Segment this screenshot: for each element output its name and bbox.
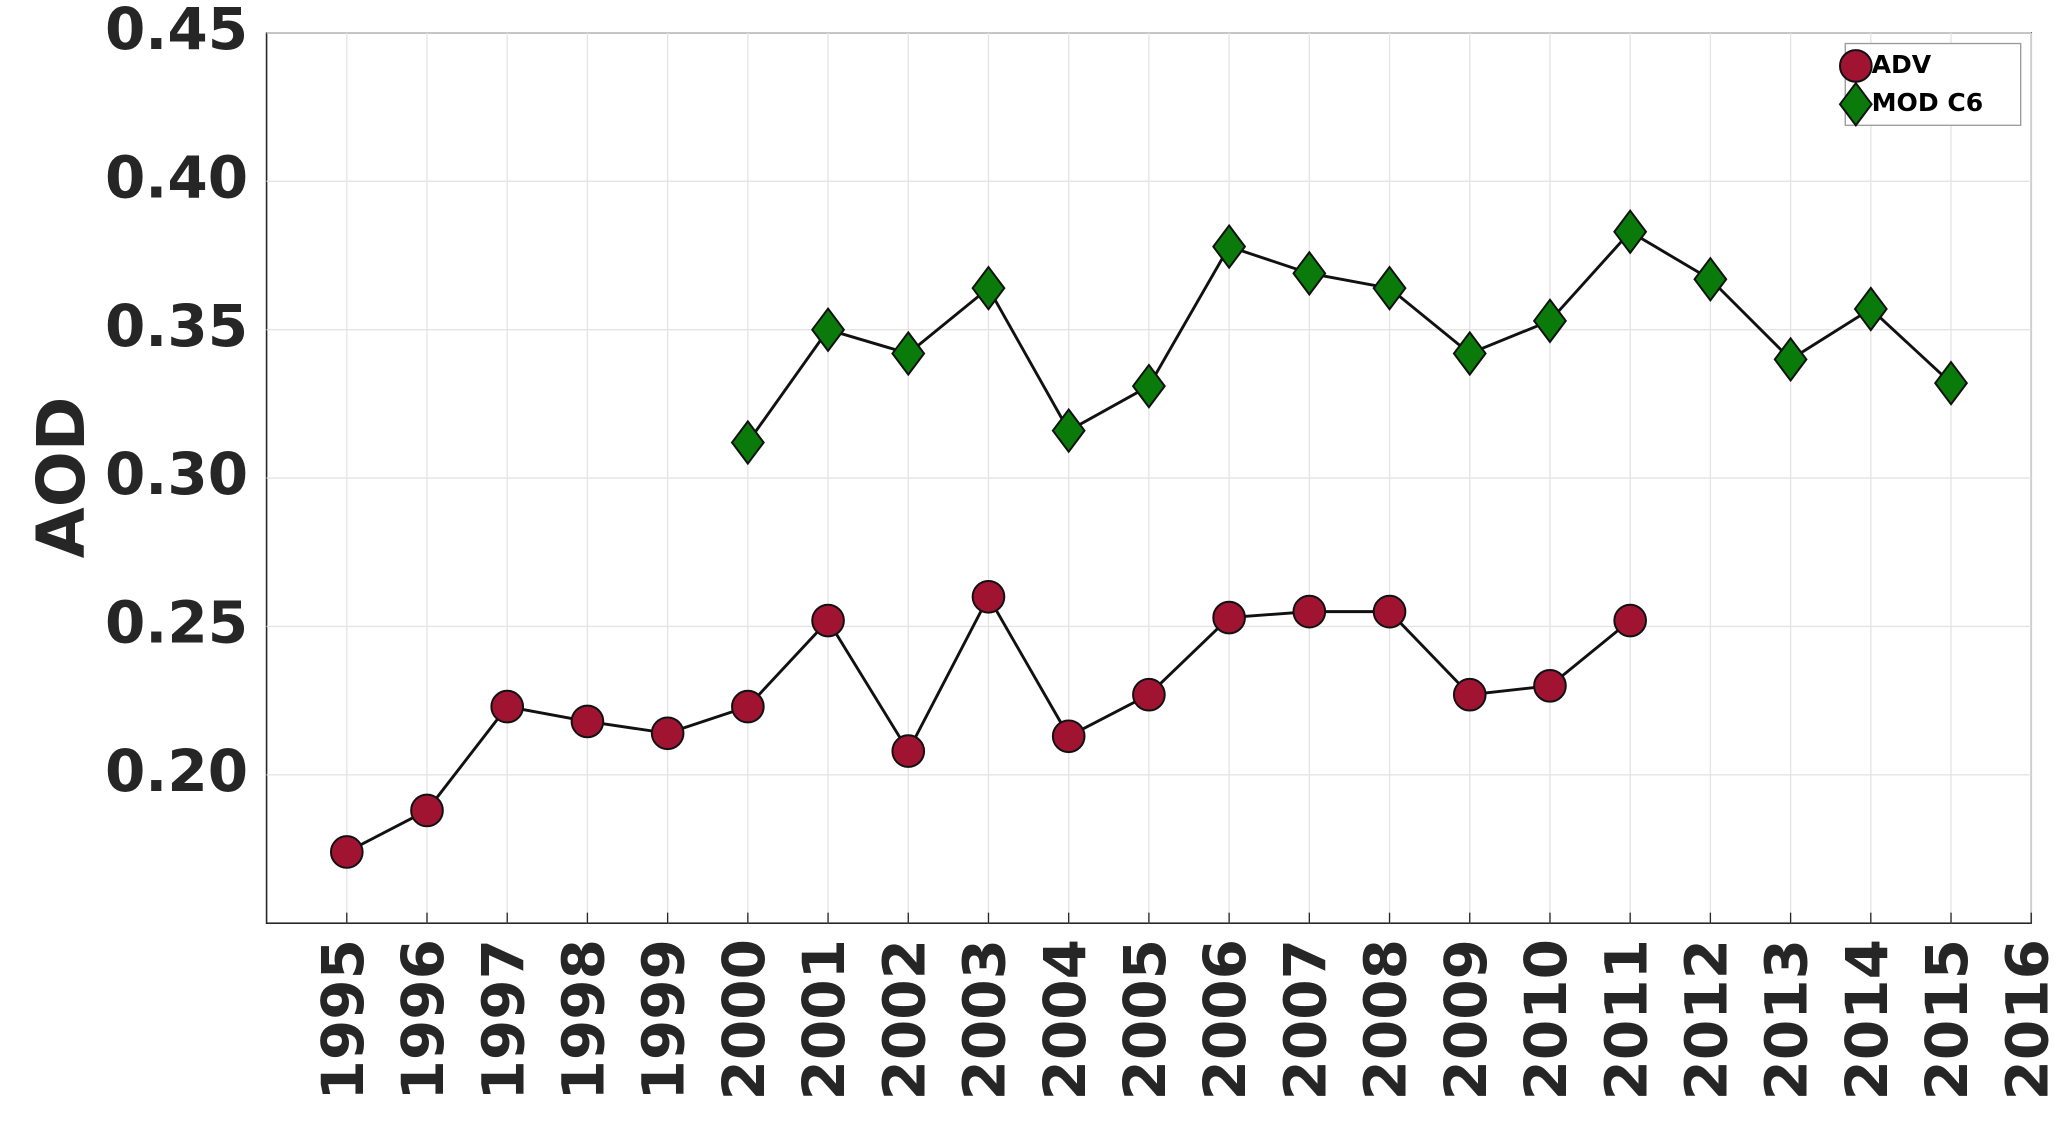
y-tick-label: 0.40 [105,143,248,211]
marker [811,603,845,638]
y-tick-label: 0.25 [105,589,248,657]
legend-marker [1839,49,1873,83]
marker [731,689,765,724]
x-tick-label: 2003 [951,939,1019,1100]
x-tick-label: 2013 [1753,939,1821,1100]
marker [1212,600,1246,635]
y-tick-label: 0.35 [105,292,248,360]
marker [1853,286,1888,332]
marker [1372,265,1407,311]
x-tick-label: 1999 [630,939,698,1100]
x-tick-label: 2015 [1913,939,1981,1100]
x-tick-label: 1995 [309,939,377,1100]
x-tick-label: 2008 [1352,939,1420,1100]
y-tick-label: 0.20 [105,737,248,805]
x-tick-label: 2001 [790,939,858,1100]
marker [891,330,926,377]
y-tick-label: 0.45 [105,0,248,63]
marker [1533,668,1567,703]
marker [1773,336,1808,383]
y-axis-label: AOD [23,397,100,559]
marker [810,306,846,353]
x-tick-label: 2002 [870,939,938,1100]
x-tick-label: 2007 [1271,939,1339,1100]
marker [1452,330,1487,377]
marker [730,419,765,466]
marker [1452,677,1487,712]
x-tick-label: 2004 [1031,939,1099,1100]
marker [971,579,1006,614]
x-tick-label: 2006 [1191,939,1259,1100]
marker [1372,594,1407,629]
x-tick-label: 2010 [1512,939,1580,1100]
legend-label: MOD C6 [1872,88,1984,117]
marker [1532,298,1568,344]
legend-label: ADV [1872,50,1932,79]
x-tick-label: 2014 [1833,939,1901,1100]
legend-box [1844,42,2022,126]
x-tick-label: 1996 [389,939,457,1100]
marker [1292,594,1327,629]
marker [1051,719,1086,754]
marker [410,793,444,828]
x-tick-label: 2000 [710,939,778,1100]
marker [1292,250,1327,297]
marker [329,835,364,869]
marker [650,716,685,751]
marker [1131,363,1166,409]
x-tick-label: 1997 [469,939,537,1100]
marker [1051,407,1086,454]
x-tick-label: 1998 [550,939,618,1100]
x-tick-label: 2011 [1592,939,1660,1100]
marker [570,704,605,739]
marker [971,265,1006,311]
y-tick-label: 0.30 [105,440,248,508]
series-line [746,229,1952,444]
marker [490,689,525,724]
x-tick-label: 2009 [1432,939,1500,1100]
x-tick-label: 2016 [1993,939,2061,1100]
marker [1613,603,1647,638]
marker [1212,223,1247,270]
marker [1132,677,1166,712]
marker [891,734,926,768]
marker [1933,360,1969,406]
legend-marker [1838,81,1873,127]
marker [1693,256,1728,303]
x-tick-label: 2005 [1111,939,1179,1100]
x-tick-label: 2012 [1672,939,1740,1100]
marker [1613,209,1648,255]
